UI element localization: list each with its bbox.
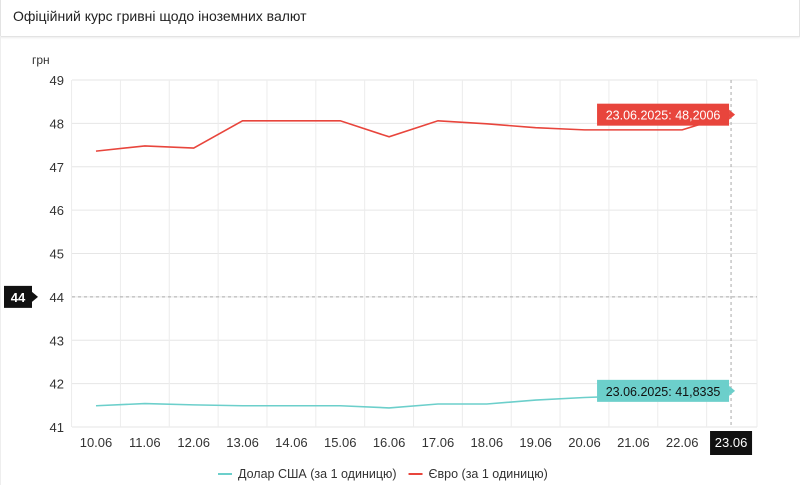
y-tick-label: 46 <box>50 203 64 218</box>
tooltip-label: 23.06.2025: 41,8335 <box>606 385 721 399</box>
y-tick-label: 49 <box>50 73 64 88</box>
y-tick-label: 41 <box>50 420 64 435</box>
crosshair-x-badge <box>710 431 753 455</box>
x-tick-label: 20.06 <box>568 435 601 450</box>
x-tick-label: 10.06 <box>80 435 113 450</box>
y-tick-label: 47 <box>50 160 64 175</box>
tooltip-pointer <box>729 109 736 120</box>
y-axis-label: грн <box>32 53 50 67</box>
crosshair-x-label: 23.06 <box>715 435 748 450</box>
legend-item: Долар США (за 1 одиницю) <box>238 467 397 481</box>
legend-item: Євро (за 1 одиницю) <box>429 467 548 481</box>
x-tick-label: 16.06 <box>373 435 406 450</box>
x-tick-label: 21.06 <box>617 435 650 450</box>
y-tick-label: 48 <box>50 116 64 131</box>
crosshair-y-pointer <box>32 291 38 302</box>
x-tick-label: 12.06 <box>177 435 210 450</box>
x-tick-label: 15.06 <box>324 435 357 450</box>
y-tick-label: 43 <box>50 333 64 348</box>
x-tick-label: 18.06 <box>471 435 504 450</box>
page-title: Офіційний курс гривні щодо іноземних вал… <box>13 8 307 24</box>
x-tick-label: 11.06 <box>129 435 161 450</box>
y-tick-label: 42 <box>50 377 64 392</box>
tooltip-0 <box>597 379 730 402</box>
x-tick-label: 13.06 <box>226 435 259 450</box>
series-line-1 <box>95 113 732 152</box>
x-tick-label: 14.06 <box>275 435 308 450</box>
tooltip-label: 23.06.2025: 48,2006 <box>606 109 721 123</box>
crosshair-y-label: 44 <box>11 290 26 305</box>
x-tick-label: 17.06 <box>422 435 455 450</box>
y-tick-label: 44 <box>50 290 64 305</box>
crosshair-y-badge <box>4 285 32 308</box>
tooltip-1 <box>597 103 730 126</box>
x-tick-label: 22.06 <box>666 435 699 450</box>
y-tick-label: 45 <box>50 247 64 262</box>
tooltip-pointer <box>729 385 736 396</box>
x-tick-label: 19.06 <box>519 435 552 450</box>
divider <box>0 36 1 485</box>
